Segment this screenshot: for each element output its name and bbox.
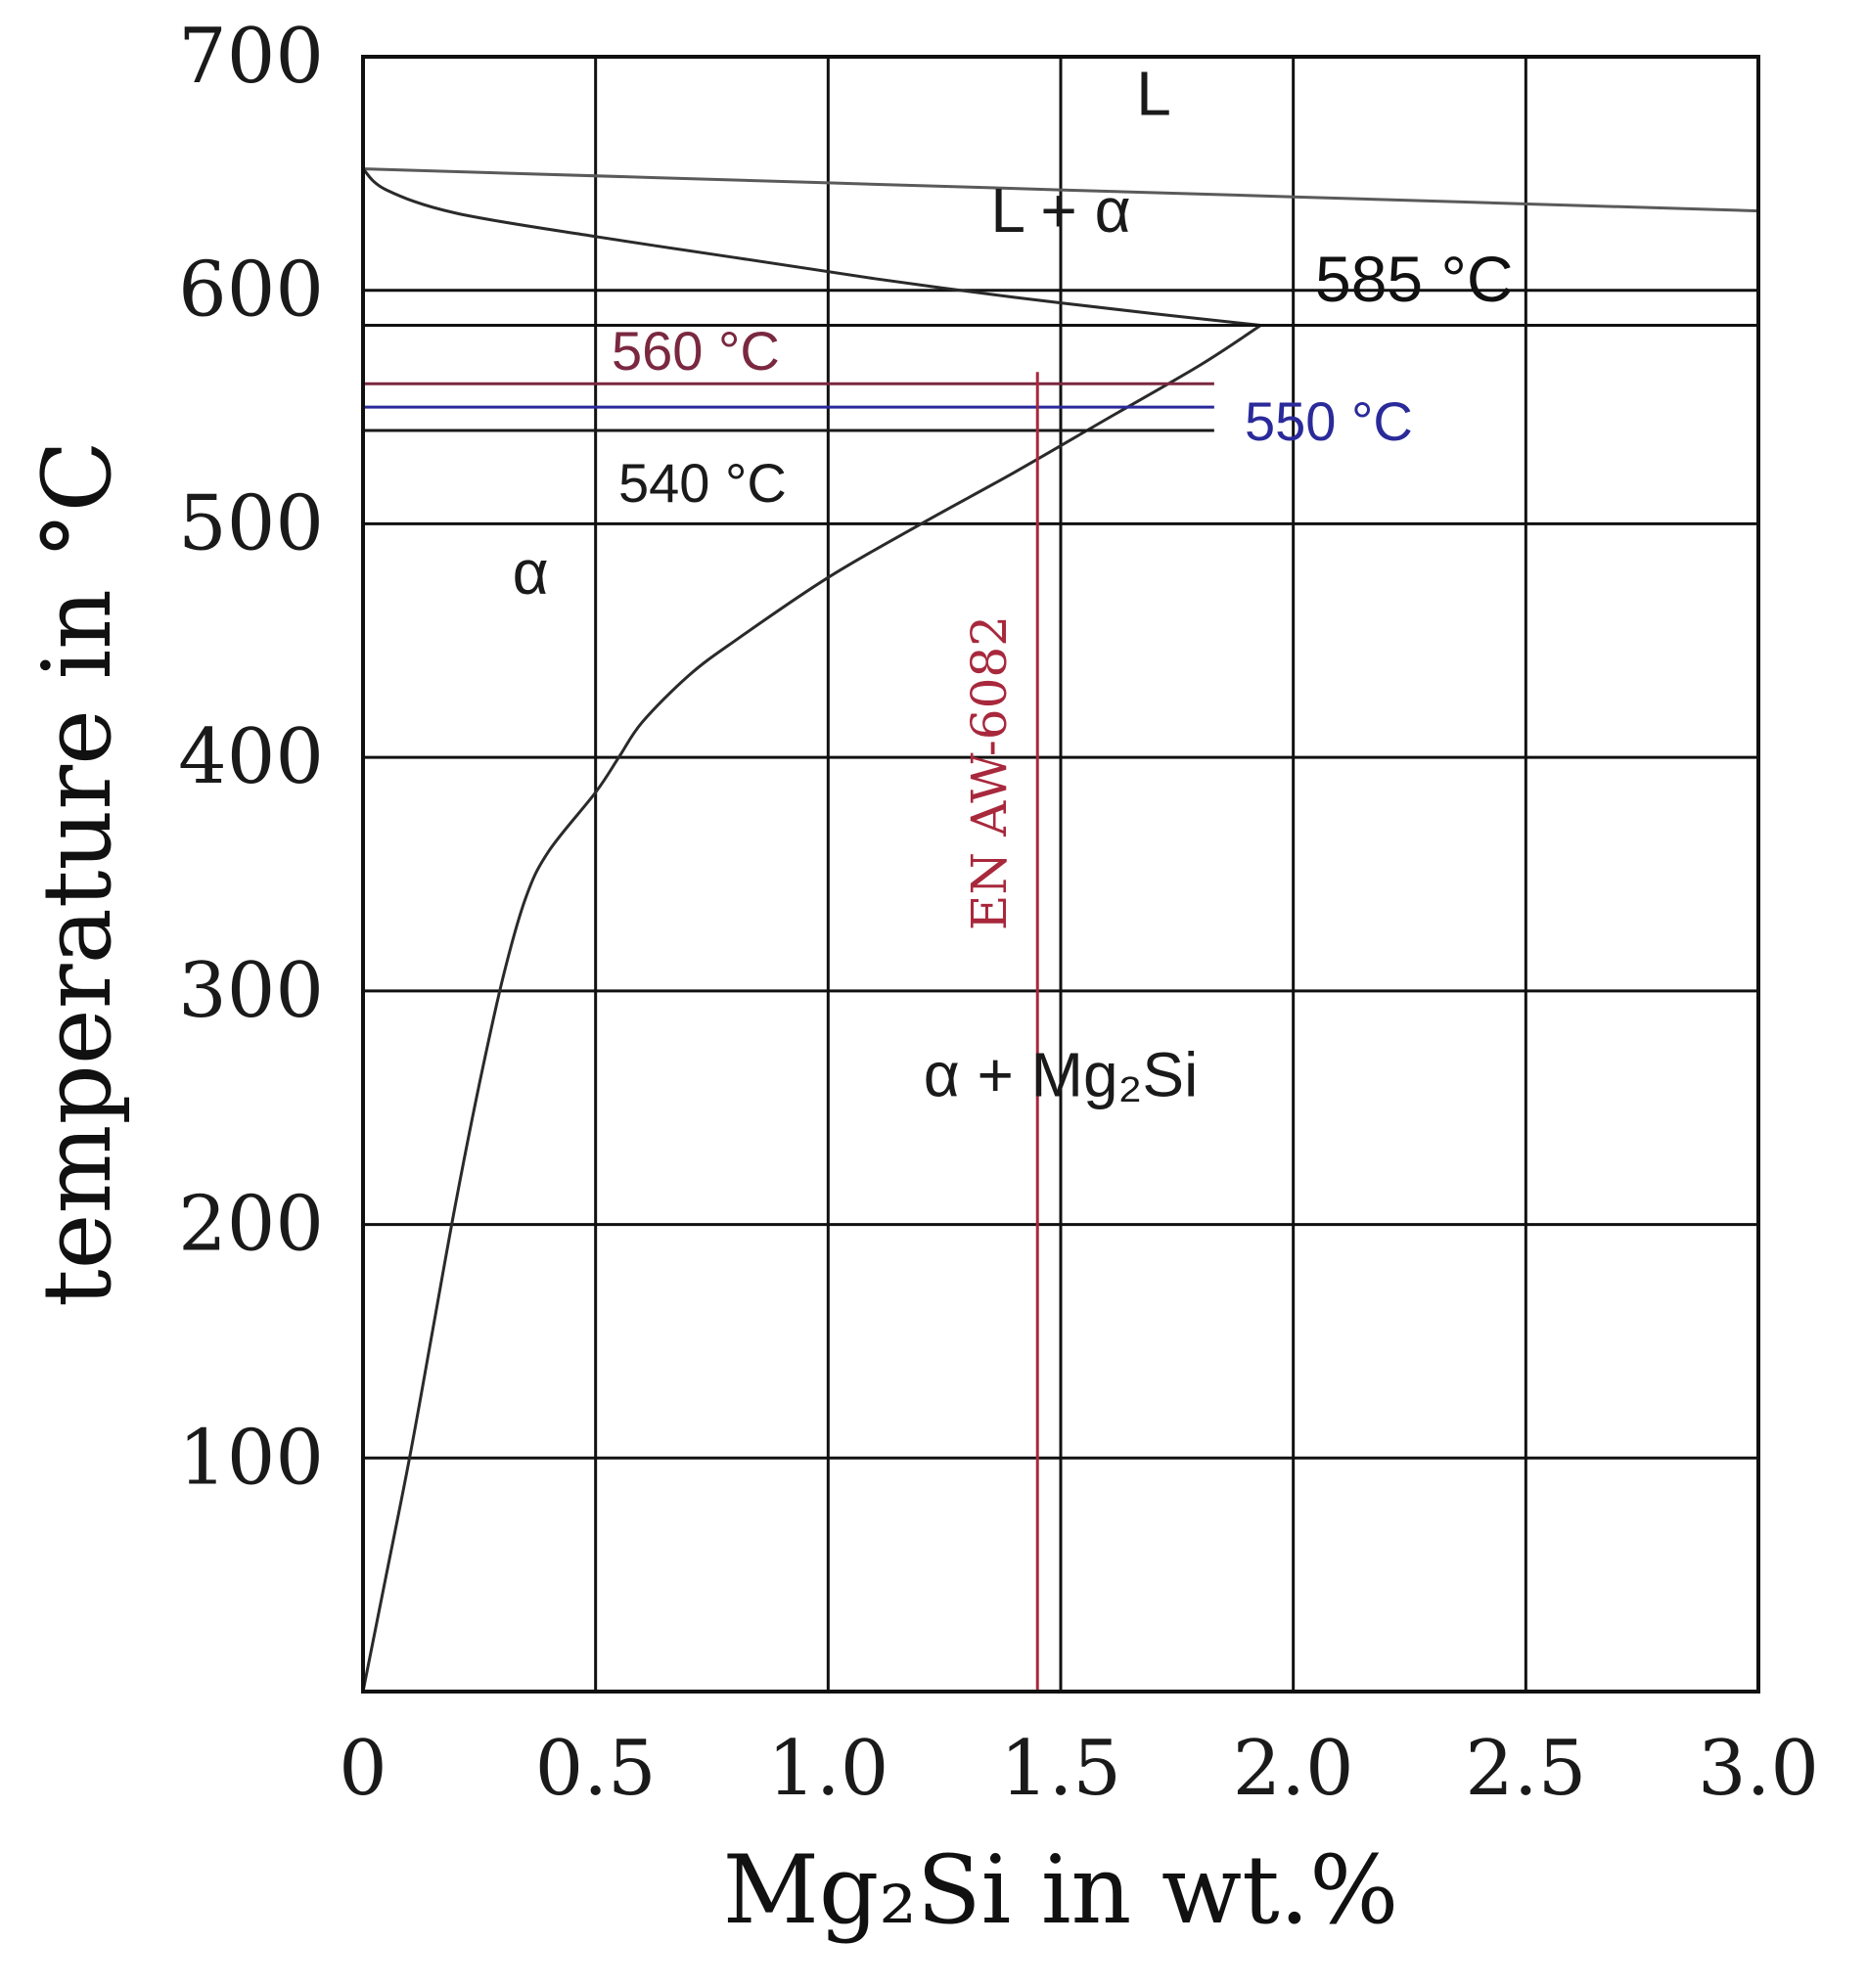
phase-label: α + Mg₂Si [924, 1039, 1199, 1109]
x-tick-label: 2.5 [1465, 1725, 1586, 1813]
y-tick-label: 700 [178, 13, 324, 101]
ref-label-560-c-line: 560 °C [612, 320, 780, 382]
ref-label-540-c-line: 540 °C [618, 452, 787, 514]
y-tick-label: 400 [178, 713, 324, 801]
phase-label: α [513, 537, 549, 608]
ref-label-en-aw-6082: EN AW-6082 [961, 615, 1018, 930]
liquidus-curve [362, 167, 1759, 213]
y-tick-label: 100 [178, 1414, 324, 1502]
y-tick-label: 300 [178, 947, 324, 1035]
x-tick-label: 1.0 [767, 1725, 888, 1813]
solvus-curve [361, 324, 1262, 1693]
y-tick-label: 600 [178, 247, 324, 335]
x-tick-label: 1.5 [1000, 1725, 1121, 1813]
y-axis-title: temperature in °C [23, 440, 132, 1307]
ref-label-585-c-eutectic: 585 °C [1315, 243, 1514, 315]
phase-label: L + α [990, 175, 1130, 246]
y-tick-label: 200 [178, 1181, 324, 1269]
ref-label-550-c-line: 550 °C [1245, 390, 1413, 452]
reference-lines [363, 324, 1758, 1692]
x-tick-label: 0.5 [535, 1725, 657, 1813]
phase-boundaries [361, 167, 1759, 1693]
y-tick-label: 500 [178, 479, 324, 567]
x-tick-label: 3.0 [1698, 1725, 1819, 1813]
plot-frame [361, 55, 1760, 1694]
x-axis-title: Mg₂Si in wt.% [723, 1835, 1399, 1945]
grid [363, 57, 1758, 1692]
phase-label: L [1136, 59, 1171, 129]
x-tick-label: 0 [339, 1725, 387, 1813]
tick-labels: 0 0.5 1.0 1.5 2.0 2.5 3.0 100 200 300 400 500 600 700 [178, 13, 1819, 1813]
x-tick-label: 2.0 [1233, 1725, 1354, 1813]
solidus-curve [361, 167, 1261, 327]
annotations: 560 °C 550 °C 540 °C 585 °C EN AW-6082 LL + α… [513, 59, 1514, 1110]
